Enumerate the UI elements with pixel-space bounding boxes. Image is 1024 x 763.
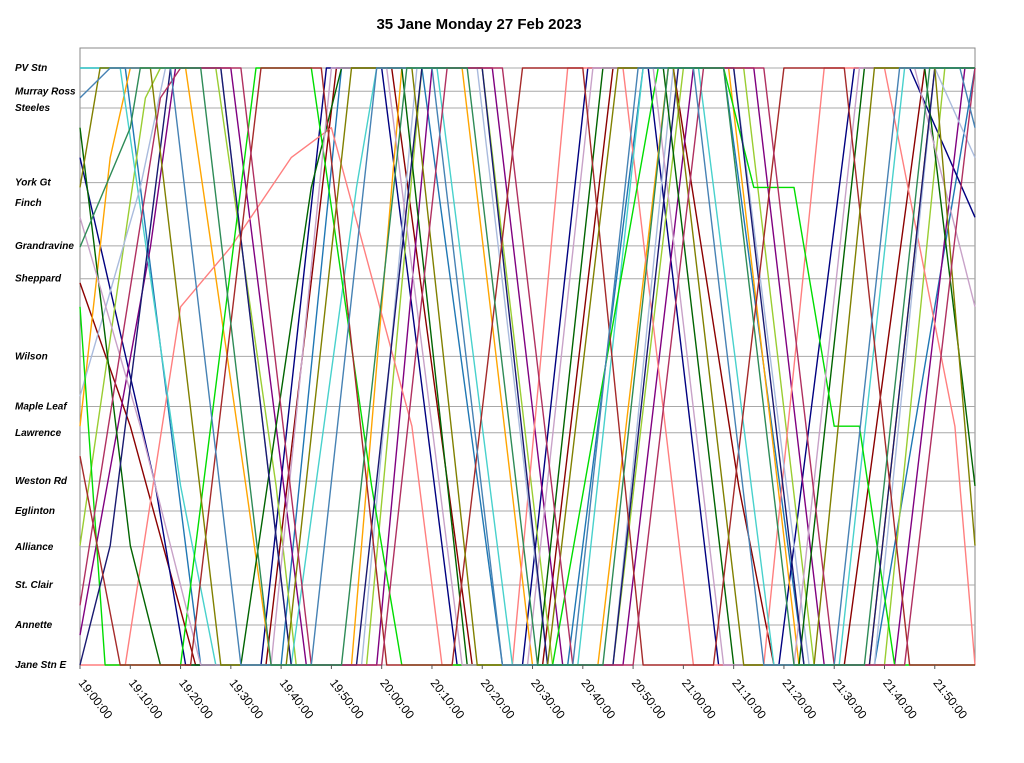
chart-title: 35 Jane Monday 27 Feb 2023 — [376, 16, 582, 33]
x-tick-label: 19:50:00 — [327, 676, 367, 722]
vehicle-trace-line — [79, 67, 975, 666]
stop-label: Grandravine — [15, 241, 74, 252]
x-tick-label: 21:20:00 — [780, 676, 820, 722]
stop-labels: PV Stn Murray Ross Steeles York Gt Finch Gran… — [14, 63, 76, 671]
stop-label: Alliance — [14, 542, 54, 553]
x-tick-label: 20:50:00 — [629, 676, 669, 722]
x-tick-label: 20:40:00 — [578, 676, 618, 722]
stop-label: Weston Rd — [15, 476, 68, 487]
x-tick-label: 20:20:00 — [478, 676, 518, 722]
stop-label: Wilson — [15, 351, 48, 362]
stop-label: Lawrence — [15, 428, 62, 439]
stop-label: St. Clair — [15, 580, 54, 591]
x-tick-label: 21:30:00 — [830, 676, 870, 722]
stop-label: PV Stn — [15, 63, 47, 74]
series-layer — [79, 67, 976, 666]
stop-label: Steeles — [15, 103, 50, 114]
x-tick-label: 21:50:00 — [930, 676, 970, 722]
x-tick-label: 20:30:00 — [528, 676, 568, 722]
x-tick-label: 20:10:00 — [428, 676, 468, 722]
stop-label: Sheppard — [15, 274, 62, 285]
vehicle-trace-line — [79, 67, 975, 666]
x-tick-label: 21:00:00 — [679, 676, 719, 722]
x-tick-label: 20:00:00 — [377, 676, 417, 722]
x-tick-label: 21:40:00 — [880, 676, 920, 722]
x-tick-label: 19:30:00 — [226, 676, 266, 722]
x-tick-label: 19:20:00 — [176, 676, 216, 722]
stop-label: Eglinton — [15, 506, 55, 517]
stop-label: Annette — [14, 620, 53, 631]
stop-label: Finch — [15, 198, 42, 209]
x-tick-label: 19:40:00 — [277, 676, 317, 722]
x-tick-label: 19:00:00 — [76, 676, 116, 722]
x-tick-label: 21:10:00 — [729, 676, 769, 722]
x-tick-label: 19:10:00 — [126, 676, 166, 722]
stop-label: Maple Leaf — [15, 401, 68, 412]
stop-label: Murray Ross — [15, 86, 76, 97]
stop-label: Jane Stn E — [15, 660, 66, 671]
x-axis-ticks: 19:00:00 19:10:00 19:20:00 19:30:00 19:40:00… — [76, 665, 970, 722]
stop-label: York Gt — [15, 178, 51, 189]
